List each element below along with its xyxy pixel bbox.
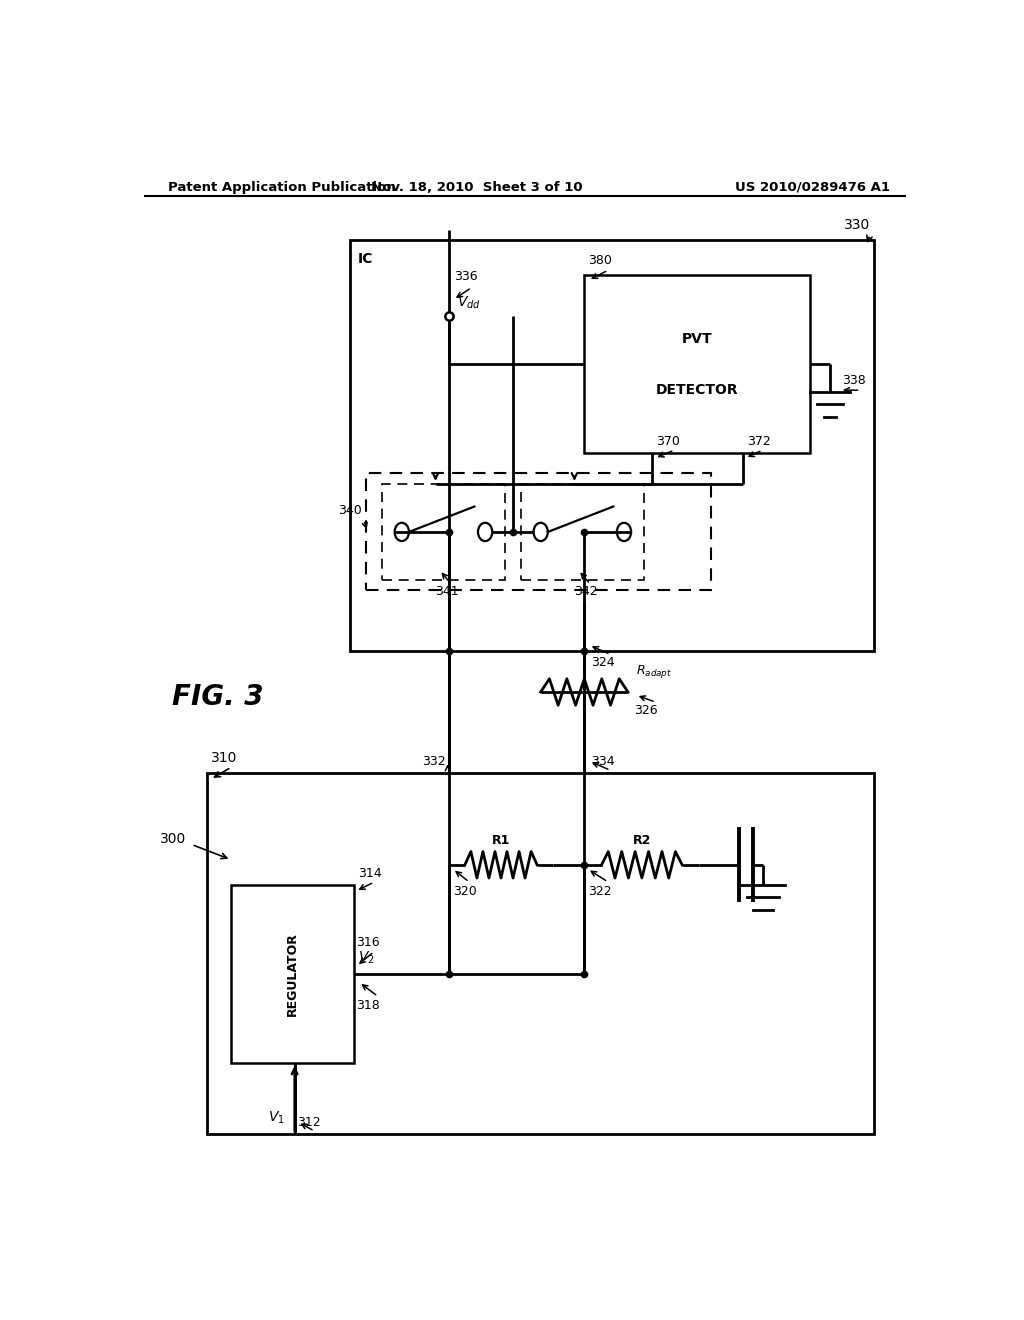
Text: FIG. 3: FIG. 3 [172, 682, 263, 711]
FancyArrowPatch shape [640, 696, 653, 701]
Text: 310: 310 [211, 751, 238, 766]
Text: $V_1$: $V_1$ [268, 1110, 285, 1126]
FancyArrowPatch shape [360, 953, 372, 964]
Bar [382, 483, 505, 581]
FancyArrowPatch shape [456, 871, 467, 880]
Text: 318: 318 [356, 999, 380, 1012]
Text: 314: 314 [358, 867, 382, 880]
Text: R1: R1 [492, 833, 510, 846]
Bar [585, 276, 810, 453]
Bar [207, 774, 874, 1134]
Text: Nov. 18, 2010  Sheet 3 of 10: Nov. 18, 2010 Sheet 3 of 10 [372, 181, 583, 194]
Text: PVT: PVT [682, 331, 713, 346]
Text: 341: 341 [435, 585, 459, 598]
FancyArrowPatch shape [593, 763, 608, 770]
Text: 324: 324 [591, 656, 614, 669]
FancyArrowPatch shape [658, 451, 672, 457]
Text: 300: 300 [160, 833, 186, 846]
Text: 330: 330 [844, 218, 870, 231]
Text: 316: 316 [356, 936, 380, 949]
Text: 320: 320 [454, 886, 477, 898]
Text: US 2010/0289476 A1: US 2010/0289476 A1 [735, 181, 890, 194]
Text: R2: R2 [633, 833, 651, 846]
FancyArrowPatch shape [362, 523, 368, 528]
Text: 326: 326 [634, 704, 658, 717]
FancyArrowPatch shape [215, 768, 228, 777]
FancyArrowPatch shape [362, 985, 376, 995]
Bar [231, 886, 354, 1063]
Text: 336: 336 [455, 271, 478, 284]
Text: IC: IC [358, 252, 374, 265]
Text: 342: 342 [574, 585, 598, 598]
Text: $R_{adapt}$: $R_{adapt}$ [636, 663, 672, 680]
FancyArrowPatch shape [582, 573, 589, 582]
FancyArrowPatch shape [592, 272, 605, 279]
FancyArrowPatch shape [442, 573, 450, 582]
Text: $V_{dd}$: $V_{dd}$ [458, 294, 481, 312]
FancyArrowPatch shape [845, 388, 858, 392]
Text: DETECTOR: DETECTOR [656, 383, 738, 396]
FancyArrowPatch shape [750, 451, 760, 457]
Text: 370: 370 [656, 436, 680, 447]
FancyArrowPatch shape [302, 1125, 312, 1130]
FancyArrowPatch shape [359, 883, 372, 890]
Text: 332: 332 [422, 755, 445, 768]
Text: $V_2$: $V_2$ [358, 949, 375, 966]
Bar [521, 483, 644, 581]
Text: 312: 312 [297, 1117, 321, 1129]
FancyArrowPatch shape [445, 766, 451, 771]
Text: 372: 372 [746, 436, 770, 447]
FancyArrowPatch shape [457, 289, 469, 297]
Bar [367, 474, 712, 590]
FancyArrowPatch shape [867, 235, 872, 242]
FancyArrowPatch shape [593, 647, 608, 653]
Text: 322: 322 [588, 886, 612, 898]
Text: 380: 380 [588, 255, 612, 267]
FancyArrowPatch shape [591, 871, 606, 880]
FancyArrowPatch shape [195, 846, 227, 858]
Text: 340: 340 [338, 504, 362, 516]
Bar [350, 240, 874, 651]
Text: Patent Application Publication: Patent Application Publication [168, 181, 395, 194]
Text: REGULATOR: REGULATOR [286, 932, 299, 1016]
Text: 338: 338 [842, 374, 866, 387]
Text: 334: 334 [591, 755, 614, 768]
